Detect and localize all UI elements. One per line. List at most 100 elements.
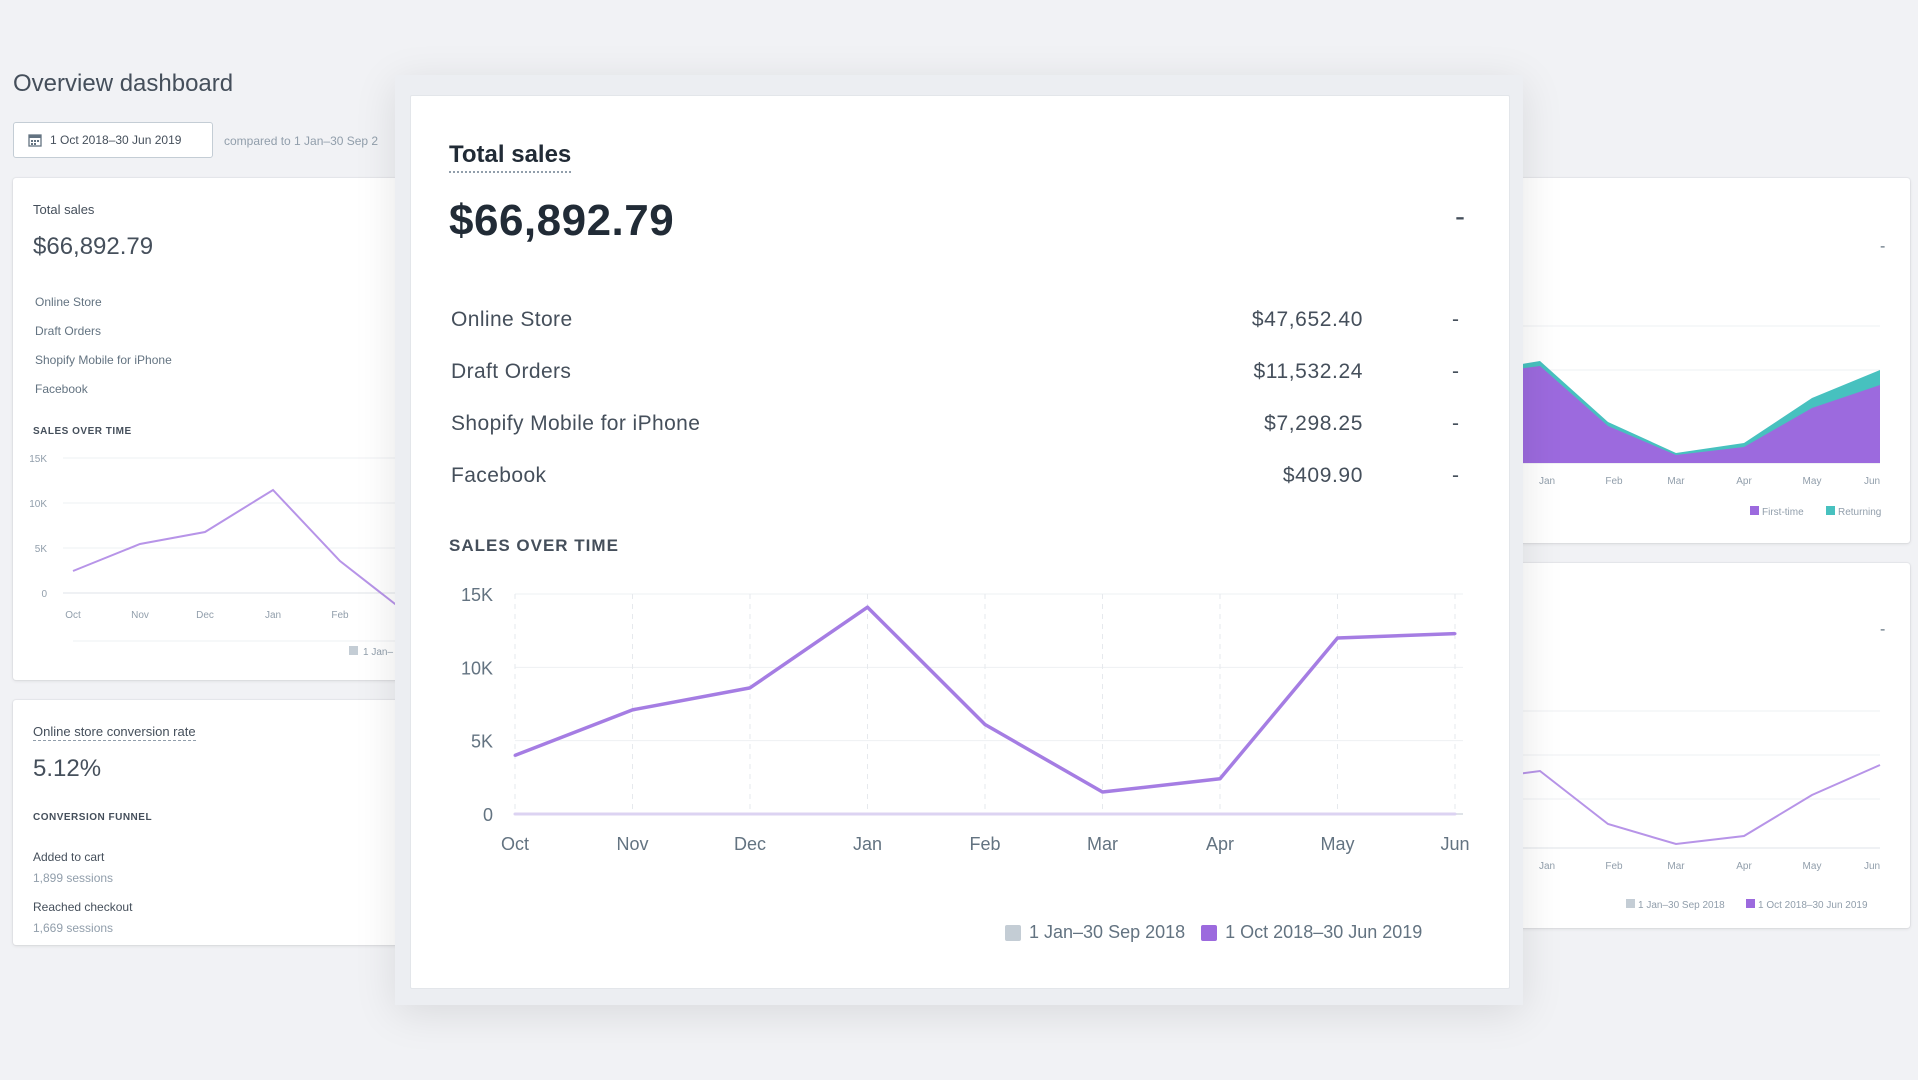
- data-point: [1453, 632, 1457, 636]
- x-tick: Jan: [265, 610, 281, 621]
- x-tick-label: Dec: [734, 834, 766, 854]
- y-tick-label: 10K: [461, 658, 493, 678]
- channel-change-dash: -: [1452, 308, 1459, 331]
- legend-swatch: [1826, 506, 1835, 515]
- total-sales-card[interactable]: Total sales $66,892.79 Online Store Draf…: [13, 178, 413, 680]
- section-title: SALES OVER TIME: [449, 536, 619, 555]
- legend-label: First-time: [1762, 507, 1804, 518]
- x-tick: Oct: [65, 610, 81, 621]
- channel-row: Draft Orders $11,532.24 -: [449, 360, 1469, 390]
- data-point: [748, 686, 752, 690]
- compared-text: compared to 1 Jan–30 Sep 2: [224, 134, 379, 148]
- y-tick: 15K: [29, 454, 47, 465]
- x-tick: Feb: [331, 610, 349, 621]
- x-tick-label: Jan: [853, 834, 882, 854]
- channel-name: Shopify Mobile for iPhone: [451, 412, 701, 435]
- channel-value: $7,298.25: [1264, 412, 1363, 435]
- channel-label: Draft Orders: [35, 324, 102, 338]
- x-tick: May: [1803, 476, 1822, 487]
- channel-value: $409.90: [1282, 464, 1363, 487]
- data-point: [1101, 790, 1104, 794]
- x-tick: Apr: [1736, 476, 1752, 487]
- channel-name: Facebook: [451, 464, 547, 487]
- legend-swatch: [1626, 899, 1635, 908]
- data-point: [866, 812, 869, 816]
- date-range-button[interactable]: 1 Oct 2018–30 Jun 2019: [13, 122, 213, 158]
- x-tick-label: May: [1320, 834, 1354, 854]
- date-range-label: 1 Oct 2018–30 Jun 2019: [50, 133, 182, 147]
- card-title[interactable]: Online store conversion rate: [33, 724, 196, 741]
- chart-title: SALES OVER TIME: [33, 426, 132, 437]
- channel-value: $11,532.24: [1253, 360, 1363, 383]
- data-point: [631, 812, 634, 816]
- sales-over-time-chart: 15K 10K 5K 0 Oct Nov Dec Jan Feb Mar Apr May Jun: [461, 585, 1470, 854]
- x-tick: Feb: [1605, 476, 1623, 487]
- legend-label: 1 Jan–: [363, 647, 393, 658]
- total-change-dash: -: [1455, 200, 1465, 233]
- x-tick: Nov: [131, 610, 149, 621]
- x-tick: Mar: [1667, 476, 1685, 487]
- funnel-step-sessions: 1,669 sessions: [33, 921, 114, 935]
- x-tick: Apr: [1736, 861, 1752, 872]
- data-point: [866, 605, 869, 609]
- legend-label: 1 Jan–30 Sep 2018: [1638, 900, 1725, 911]
- calendar-icon: [28, 134, 42, 147]
- mini-sales-chart: [73, 640, 413, 642]
- legend-label-current: 1 Oct 2018–30 Jun 2019: [1225, 922, 1423, 942]
- card-value: $66,892.79: [33, 233, 154, 260]
- collapse-dash[interactable]: -: [1880, 621, 1886, 638]
- x-tick-label: Mar: [1087, 834, 1118, 854]
- card-title: Total sales: [33, 202, 95, 217]
- channel-value: $47,652.40: [1251, 308, 1363, 331]
- channel-row: Facebook $409.90 -: [449, 464, 1469, 494]
- comparison-card[interactable]: - Jan Feb Mar Apr May Jun 1 Jan–30 Sep 2…: [1510, 563, 1910, 928]
- x-tick-label: Jun: [1440, 834, 1469, 854]
- customers-area-chart: Jan Feb Mar Apr May Jun First-time Retur…: [1510, 325, 1881, 518]
- total-sales-value: $66,892.79: [449, 196, 675, 245]
- x-tick-label: Nov: [616, 834, 648, 854]
- channel-name: Online Store: [451, 308, 573, 331]
- data-point: [631, 708, 634, 712]
- legend-swatch-previous: [1005, 924, 1021, 941]
- channel-row: Online Store $47,652.40 -: [449, 308, 1469, 338]
- channel-name: Draft Orders: [451, 360, 572, 383]
- modal-title[interactable]: Total sales: [449, 141, 572, 173]
- x-tick: Jan: [1539, 861, 1555, 872]
- channel-label: Facebook: [35, 382, 88, 396]
- y-tick: 0: [41, 589, 47, 600]
- x-tick: Dec: [196, 610, 214, 621]
- x-tick: Mar: [1667, 861, 1685, 872]
- data-point: [983, 723, 987, 727]
- funnel-step-label: Reached checkout: [33, 900, 133, 914]
- x-tick: Jun: [1864, 861, 1880, 872]
- legend-label-previous: 1 Jan–30 Sep 2018: [1029, 922, 1186, 942]
- y-tick: 10K: [29, 499, 47, 510]
- page-title: Overview dashboard: [13, 70, 234, 97]
- collapse-dash[interactable]: -: [1880, 238, 1886, 255]
- data-point: [748, 812, 752, 816]
- customers-card[interactable]: - Jan Feb Mar Apr May Jun First-time Ret…: [1510, 178, 1910, 543]
- channel-change-dash: -: [1452, 412, 1459, 435]
- legend-swatch-current: [1201, 924, 1218, 941]
- channel-row: Shopify Mobile for iPhone $7,298.25 -: [449, 412, 1469, 442]
- data-point: [1336, 636, 1339, 640]
- data-point: [983, 812, 987, 816]
- conversion-rate-card[interactable]: Online store conversion rate 5.12% CONVE…: [13, 700, 413, 945]
- y-tick-label: 15K: [461, 585, 493, 605]
- x-tick: Jan: [1539, 476, 1555, 487]
- data-point: [1218, 812, 1222, 816]
- x-tick: Jun: [1864, 476, 1880, 487]
- data-point: [513, 812, 517, 816]
- x-tick: Feb: [1605, 861, 1623, 872]
- data-point: [1336, 812, 1339, 816]
- data-point: [1453, 812, 1457, 816]
- funnel-step-sessions: 1,899 sessions: [33, 871, 114, 885]
- data-point: [1101, 812, 1104, 816]
- legend-label: 1 Oct 2018–30 Jun 2019: [1758, 900, 1868, 911]
- x-tick: May: [1803, 861, 1822, 872]
- y-tick-label: 0: [483, 805, 493, 825]
- x-tick-label: Apr: [1206, 834, 1234, 854]
- data-point: [513, 753, 517, 757]
- y-tick: 5K: [35, 544, 48, 555]
- conversion-rate-value: 5.12%: [33, 755, 102, 782]
